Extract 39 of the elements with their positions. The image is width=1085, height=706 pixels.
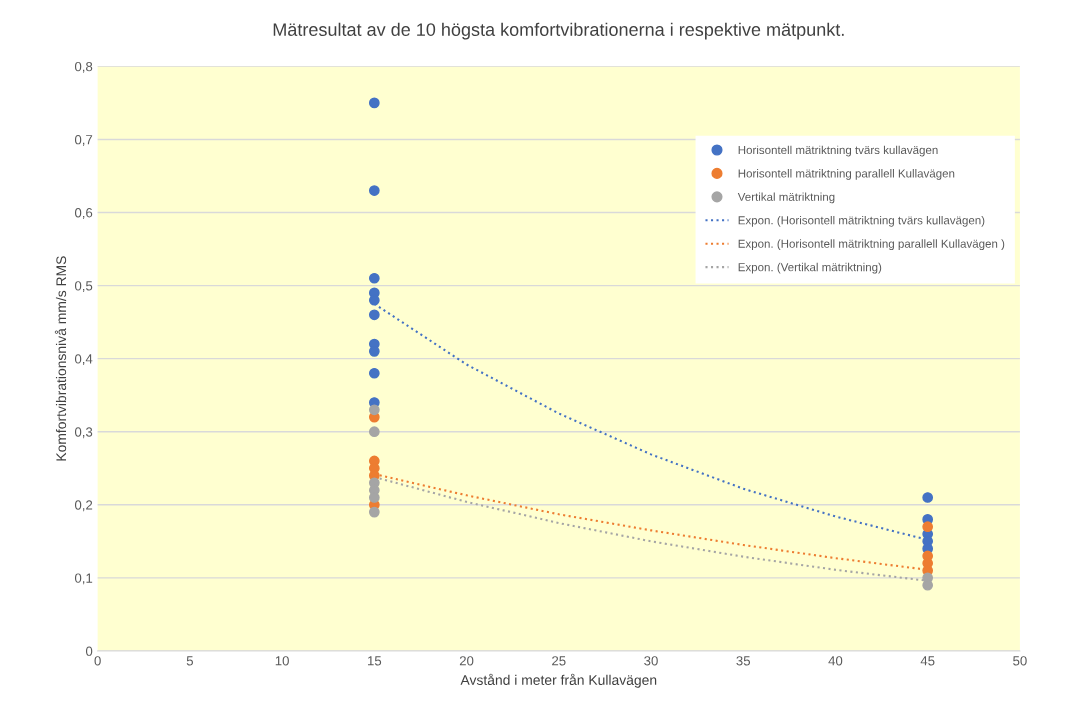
legend-label: Expon. (Vertikal mätriktning) bbox=[738, 262, 882, 274]
point bbox=[368, 426, 380, 438]
y-tick-label: 0,5 bbox=[74, 281, 93, 293]
point bbox=[368, 506, 380, 518]
point bbox=[368, 97, 380, 109]
point bbox=[922, 492, 934, 503]
x-tick-label: 0 bbox=[94, 656, 101, 666]
point bbox=[368, 309, 380, 321]
point bbox=[368, 185, 380, 196]
point bbox=[368, 367, 380, 379]
y-tick-label: 0,4 bbox=[74, 354, 93, 366]
x-tick-label: 10 bbox=[275, 656, 289, 666]
x-tick-label: 5 bbox=[186, 656, 193, 666]
x-tick-label: 30 bbox=[644, 656, 658, 666]
x-tick-label: 50 bbox=[1013, 656, 1027, 666]
x-tick-label: 45 bbox=[920, 656, 935, 666]
legend-label: Vertikal mätriktning bbox=[737, 192, 835, 204]
y-tick-label: 0,2 bbox=[74, 500, 93, 512]
x-tick-label: 40 bbox=[828, 656, 843, 666]
x-tick-label: 25 bbox=[552, 656, 566, 666]
x-tick-label: 15 bbox=[367, 656, 382, 666]
x-tick-label: 35 bbox=[736, 656, 751, 666]
y-tick-label: 0,7 bbox=[74, 135, 93, 146]
legend-label: Expon. (Horisontell mätriktning tvärs kullavägen) bbox=[738, 215, 985, 227]
point bbox=[368, 404, 380, 416]
y-tick-label: 0,1 bbox=[74, 573, 93, 585]
y-tick-label: 0,3 bbox=[74, 427, 93, 439]
y-tick-label: 0,6 bbox=[74, 208, 93, 219]
point bbox=[922, 521, 934, 533]
y-tick-label: 0 bbox=[85, 646, 93, 656]
legend-label: Expon. (Horisontell mätriktning parallell Kullavägen ) bbox=[738, 239, 1005, 251]
y-axis-title: Komfortvibrationsnivå mm/s RMS bbox=[54, 256, 67, 461]
x-axis-title: Avstånd i meter från Kullavägen bbox=[460, 673, 657, 688]
x-tick-label: 20 bbox=[459, 656, 474, 666]
point bbox=[368, 272, 380, 284]
legend-label: Horisontell mätriktning tvärs kullavägen bbox=[738, 145, 938, 157]
y-tick-label: 0,8 bbox=[74, 61, 93, 73]
legend-label: Horisontell mätriktning parallell Kullavägen bbox=[738, 169, 955, 180]
chart-title: Mätresultat av de 10 högsta komfortvibrationerna i respektive mätpunkt. bbox=[273, 22, 844, 40]
